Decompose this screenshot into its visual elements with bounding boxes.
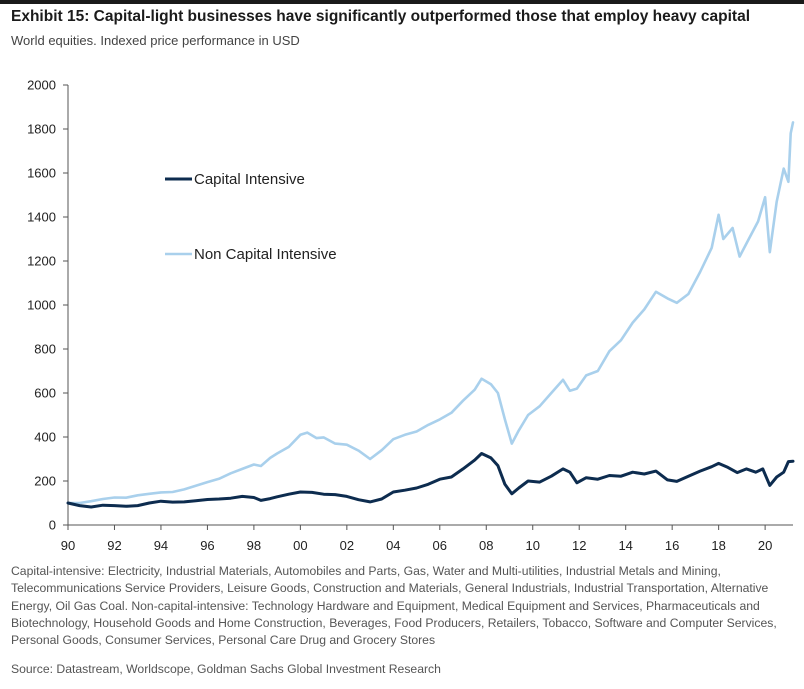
chart-subtitle: World equities. Indexed price performanc… xyxy=(11,33,300,48)
chart-title: Exhibit 15: Capital-light businesses hav… xyxy=(11,8,751,25)
y-tick-label: 1400 xyxy=(27,210,56,225)
top-rule xyxy=(0,0,804,4)
x-tick-label: 12 xyxy=(572,538,586,553)
footnote: Capital-intensive: Electricity, Industri… xyxy=(11,564,777,648)
legend-label-capital-intensive: Capital Intensive xyxy=(194,171,305,188)
y-tick-label: 1800 xyxy=(27,122,56,137)
chart-series xyxy=(66,121,795,509)
y-tick-label: 1000 xyxy=(27,298,56,313)
y-tick-label: 0 xyxy=(49,518,56,533)
y-tick-label: 800 xyxy=(34,342,56,357)
x-tick-label: 14 xyxy=(618,538,632,553)
y-tick-label: 600 xyxy=(34,386,56,401)
x-tick-label: 02 xyxy=(340,538,354,553)
x-tick-label: 10 xyxy=(526,538,540,553)
y-tick-label: 1200 xyxy=(27,254,56,269)
source-note: Source: Datastream, Worldscope, Goldman … xyxy=(11,662,441,676)
x-tick-label: 16 xyxy=(665,538,679,553)
x-tick-label: 90 xyxy=(61,538,75,553)
y-tick-label: 200 xyxy=(34,474,56,489)
x-tick-label: 92 xyxy=(107,538,121,553)
legend-label-non-capital-intensive: Non Capital Intensive xyxy=(194,246,337,263)
x-tick-label: 20 xyxy=(758,538,772,553)
series-line-non-capital-intensive xyxy=(66,121,795,505)
chart-legend: Capital Intensive Non Capital Intensive xyxy=(165,171,337,263)
x-tick-label: 04 xyxy=(386,538,400,553)
x-tick-label: 18 xyxy=(711,538,725,553)
x-tick-label: 08 xyxy=(479,538,493,553)
x-tick-label: 96 xyxy=(200,538,214,553)
y-tick-label: 2000 xyxy=(27,78,56,93)
y-tick-label: 1600 xyxy=(27,166,56,181)
y-tick-label: 400 xyxy=(34,430,56,445)
x-tick-label: 94 xyxy=(154,538,168,553)
series-line-capital-intensive xyxy=(66,452,795,509)
x-tick-label: 98 xyxy=(247,538,261,553)
x-tick-label: 06 xyxy=(433,538,447,553)
x-tick-label: 00 xyxy=(293,538,307,553)
